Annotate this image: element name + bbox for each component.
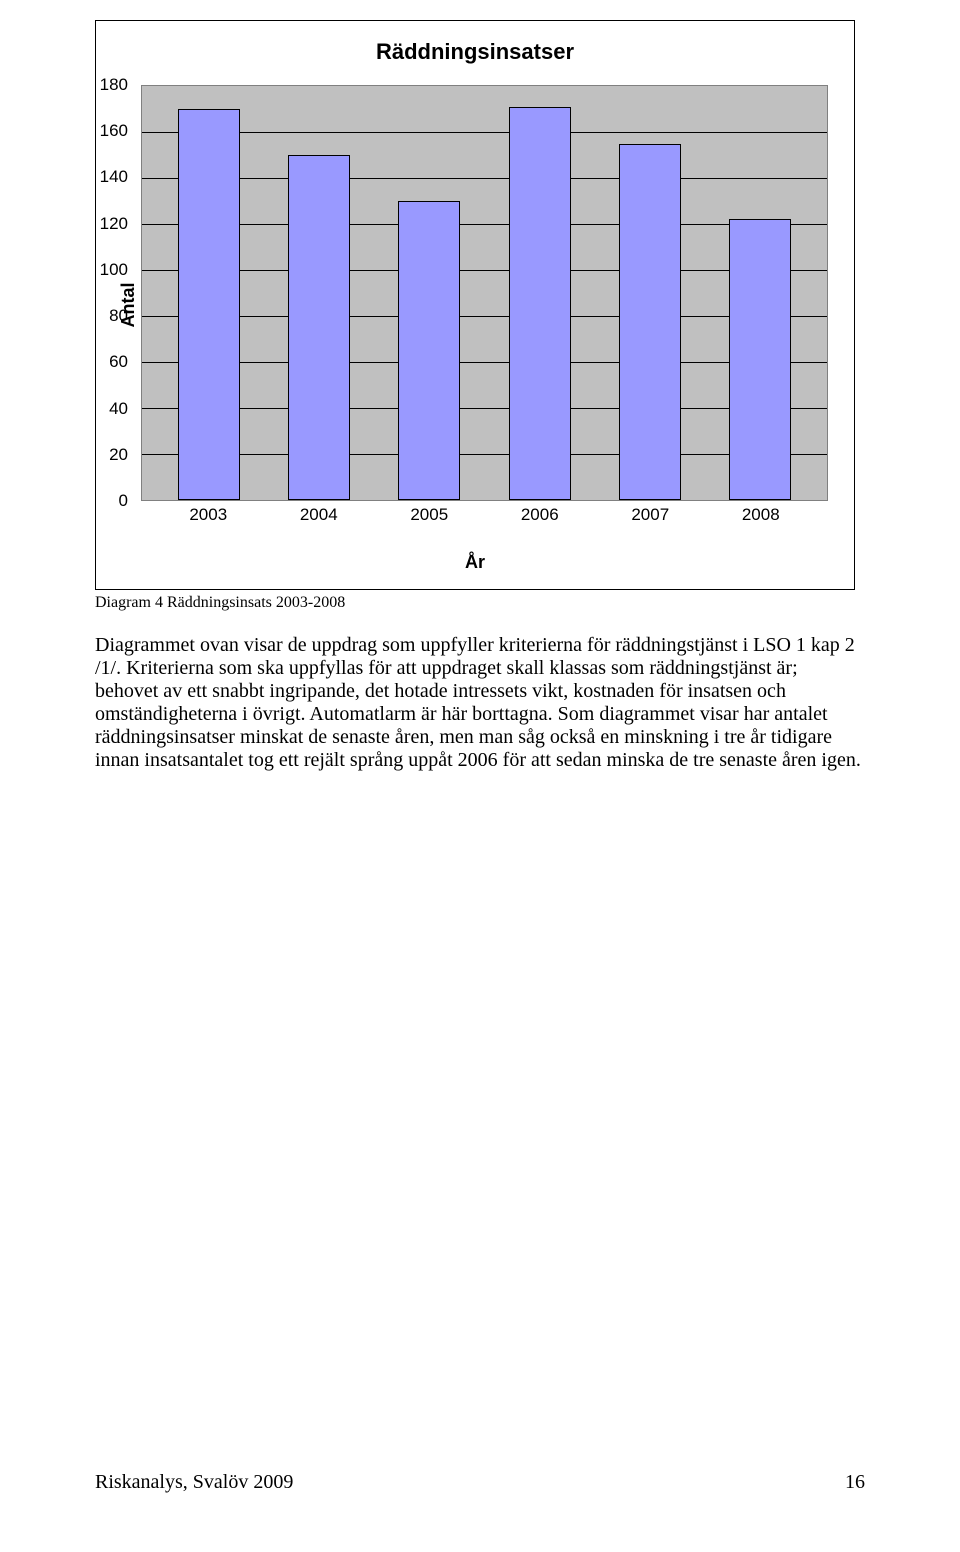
y-tick-label: 0 [119,491,128,511]
y-tick-label: 40 [109,399,128,419]
plot-area [141,85,828,501]
x-tick-label: 2007 [619,505,681,529]
y-tick-label: 120 [100,214,128,234]
footer-left: Riskanalys, Svalöv 2009 [95,1471,293,1494]
page-footer: Riskanalys, Svalöv 2009 16 [95,1471,865,1494]
bar [398,201,460,500]
x-tick-label: 2005 [398,505,460,529]
plot-wrapper: 020406080100120140160180 200320042005200… [141,85,828,529]
x-tick-labels: 2003 2004 2005 2006 2007 2008 [141,505,828,529]
y-tick-label: 140 [100,167,128,187]
y-tick-label: 180 [100,75,128,95]
bar [509,107,571,500]
y-tick-labels: 020406080100120140160180 [91,85,136,501]
chart-frame: Räddningsinsatser Antal 0204060801001201… [95,20,855,590]
y-tick-label: 20 [109,445,128,465]
y-tick-label: 160 [100,121,128,141]
x-tick-label: 2008 [730,505,792,529]
bar [729,219,791,500]
x-tick-label: 2003 [177,505,239,529]
y-tick-label: 80 [109,306,128,326]
y-tick-label: 60 [109,352,128,372]
bar [178,109,240,500]
x-tick-label: 2004 [288,505,350,529]
bar [619,144,681,501]
x-axis-label: År [96,552,854,573]
footer-page-number: 16 [845,1471,865,1494]
x-tick-label: 2006 [509,505,571,529]
body-paragraph: Diagrammet ovan visar de uppdrag som upp… [95,634,865,772]
chart-caption: Diagram 4 Räddningsinsats 2003-2008 [95,594,865,612]
chart-title: Räddningsinsatser [96,21,854,65]
bars-container [142,86,827,500]
bar [288,155,350,500]
y-tick-label: 100 [100,260,128,280]
